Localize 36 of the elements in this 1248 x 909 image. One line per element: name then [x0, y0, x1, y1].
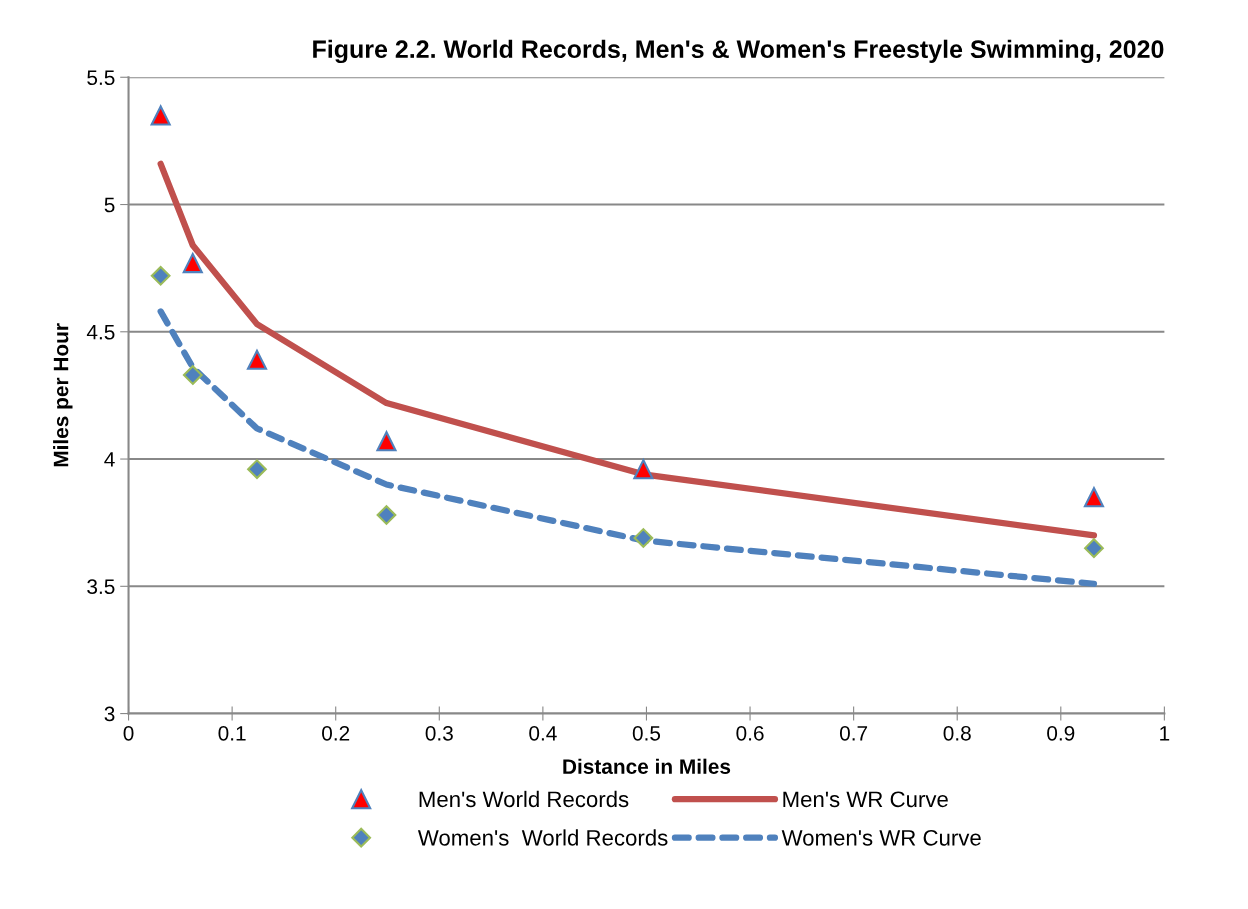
x-tick-label: 0.2 [322, 725, 350, 741]
legend-label: Men's WR Curve [783, 791, 948, 808]
point [633, 459, 654, 480]
point [150, 265, 171, 286]
x-axis-title: Distance in Miles [563, 758, 731, 774]
y-tick-label: 4.5 [86, 325, 115, 340]
point [182, 365, 203, 385]
chart-title: Figure 2.2. World Records, Men's & Women's Freestyle Swimming, 2020 [313, 39, 1164, 64]
point [633, 528, 654, 548]
point [182, 253, 203, 274]
point [376, 505, 397, 525]
x-tick-label: 0 [123, 725, 134, 741]
x-tick-label: 1 [1160, 726, 1170, 741]
x-tick-label: 0.5 [632, 725, 661, 741]
y-tick-label: 3.5 [87, 579, 115, 595]
y-tick-label: 5 [104, 197, 115, 213]
point [150, 105, 171, 126]
legend-label: Women's World Records [417, 829, 668, 846]
x-tick-label: 0.6 [736, 725, 764, 741]
x-tick-label: 0.3 [425, 725, 453, 741]
x-tick-label: 0.4 [529, 725, 557, 741]
y-axis-title: Miles per Hour [53, 323, 73, 467]
point [1083, 487, 1105, 508]
y-tick-label: 4 [104, 452, 115, 467]
x-tick-label: 0.9 [1047, 725, 1075, 741]
legend-label: Women's WR Curve [781, 829, 981, 846]
point [376, 431, 397, 452]
y-tick-label: 3 [104, 706, 115, 722]
point [1084, 538, 1104, 559]
x-tick-label: 0.8 [943, 725, 971, 741]
y-tick-label: 5.5 [87, 70, 115, 86]
x-tick-label: 0.7 [839, 725, 868, 741]
x-tick-label: 0.1 [218, 725, 246, 741]
point [246, 349, 268, 370]
point [247, 459, 267, 480]
legend-label: Men's World Records [419, 790, 629, 808]
